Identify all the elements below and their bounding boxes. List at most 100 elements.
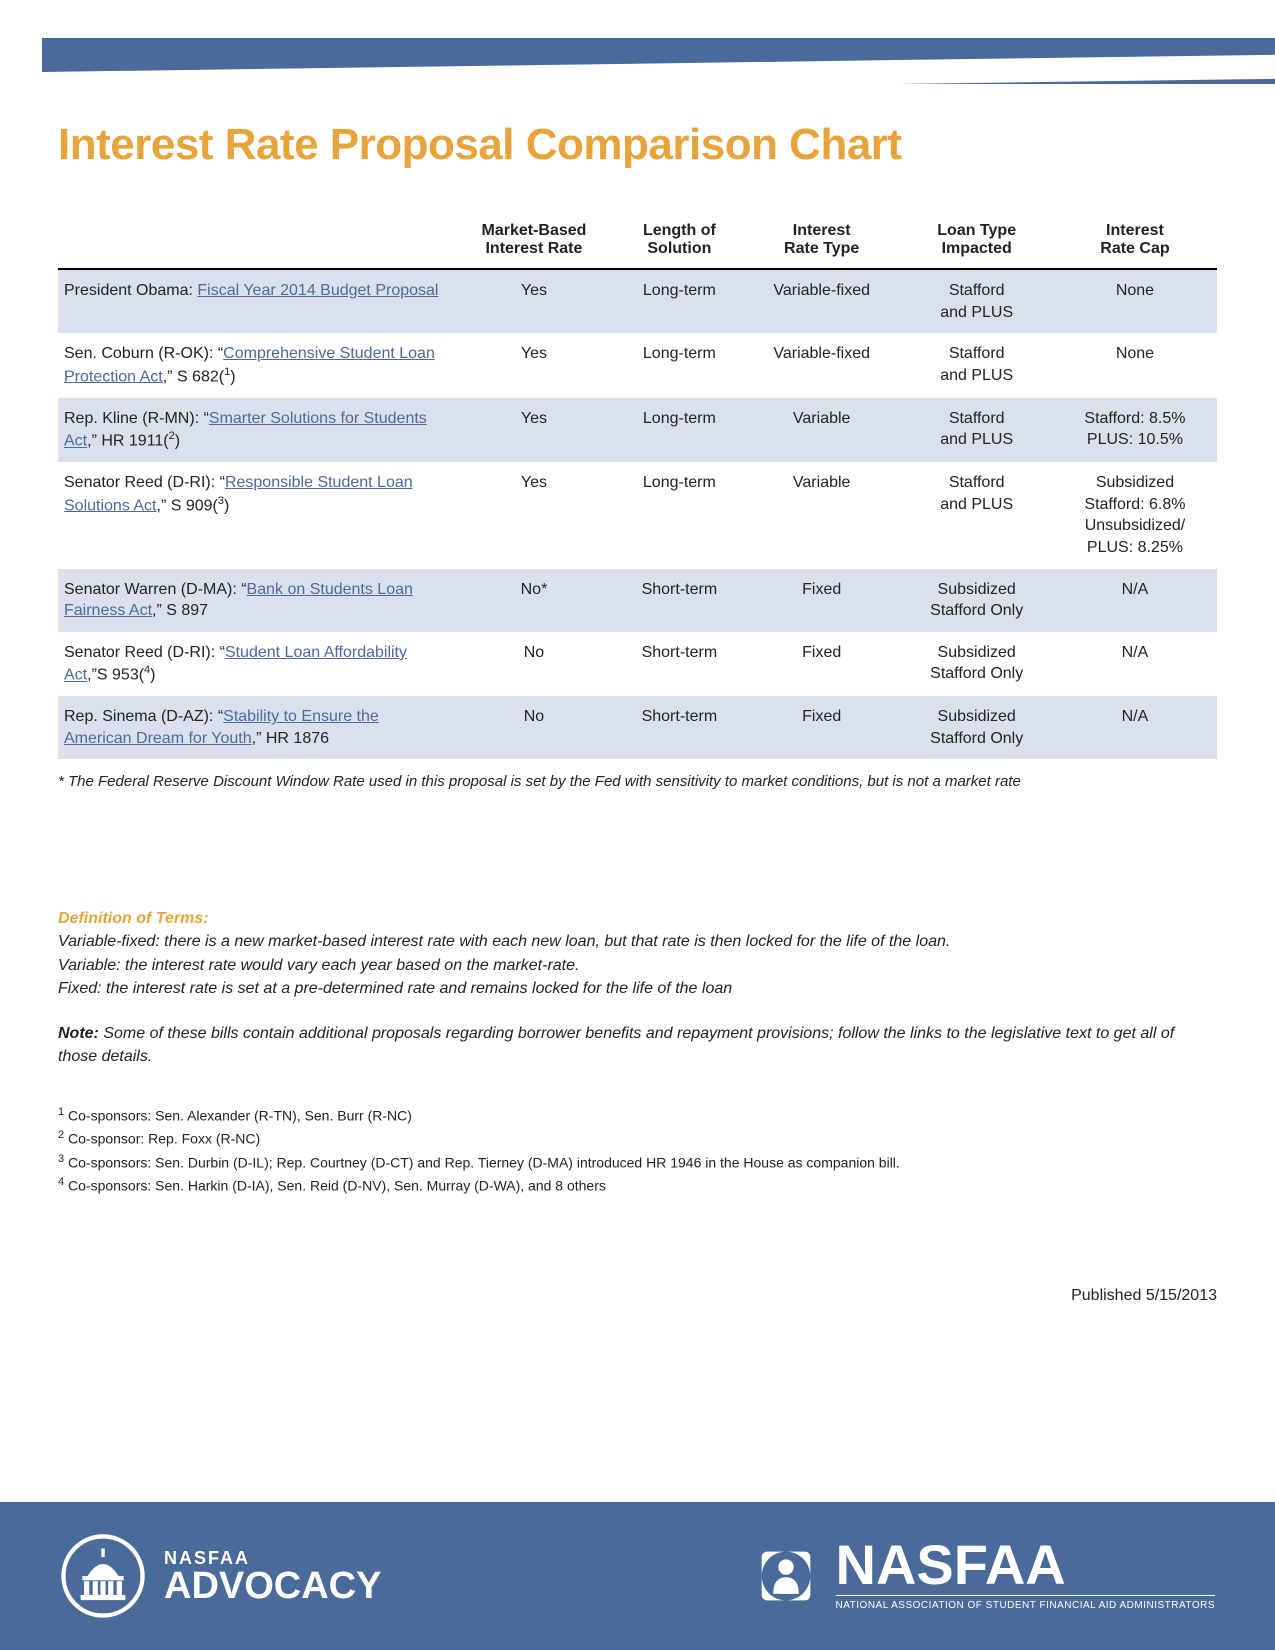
cell-proposal: Sen. Coburn (R-OK): “Comprehensive Stude… [58,333,452,398]
page-content: Interest Rate Proposal Comparison Chart … [58,120,1217,1305]
cell-loan-type: Staffordand PLUS [900,333,1052,398]
definitions-heading: Definition of Terms: [58,910,1217,928]
table-row: Senator Reed (D-RI): “Student Loan Affor… [58,632,1217,697]
cell-market: Yes [452,269,616,333]
cosponsor-3-text: Co-sponsors: Sen. Durbin (D-IL); Rep. Co… [68,1154,900,1170]
sponsor-prefix: Senator Warren (D-MA): “ [64,581,247,598]
cell-cap: None [1053,269,1217,333]
cell-loan-type: SubsidizedStafford Only [900,632,1052,697]
cell-length: Long-term [616,462,743,568]
cell-proposal: Senator Reed (D-RI): “Responsible Studen… [58,462,452,568]
table-body: President Obama: Fiscal Year 2014 Budget… [58,269,1217,759]
cell-loan-type: SubsidizedStafford Only [900,696,1052,759]
cosponsors-list: 1 Co-sponsors: Sen. Alexander (R-TN), Se… [58,1104,1217,1196]
col-loantype: Loan TypeImpacted [900,214,1052,269]
page-title: Interest Rate Proposal Comparison Chart [58,120,1217,170]
cell-rate-type: Variable-fixed [743,269,901,333]
col-market: Market-BasedInterest Rate [452,214,616,269]
footer-nasfaa-sub: NATIONAL ASSOCIATION OF STUDENT FINANCIA… [836,1595,1216,1611]
sponsor-prefix: Sen. Coburn (R-OK): “ [64,345,223,362]
sponsor-prefix: Senator Reed (D-RI): “ [64,474,225,491]
cell-proposal: Senator Reed (D-RI): “Student Loan Affor… [58,632,452,697]
capitol-icon [60,1533,146,1619]
col-cap: InterestRate Cap [1053,214,1217,269]
cell-rate-type: Variable [743,398,901,463]
footer-right: NASFAA NATIONAL ASSOCIATION OF STUDENT F… [754,1541,1216,1611]
def-variable-fixed: Variable-fixed: there is a new market-ba… [58,930,1217,953]
cell-cap: N/A [1053,569,1217,632]
header-band [42,38,1275,84]
cell-rate-type: Fixed [743,696,901,759]
cell-cap: N/A [1053,696,1217,759]
cell-rate-type: Fixed [743,569,901,632]
note-paragraph: Note: Some of these bills contain additi… [58,1022,1217,1068]
sponsor-prefix: Rep. Kline (R-MN): “ [64,410,209,427]
cell-loan-type: SubsidizedStafford Only [900,569,1052,632]
proposal-suffix2: ) [224,497,229,514]
cell-cap: Stafford: 8.5%PLUS: 10.5% [1053,398,1217,463]
comparison-table: Market-BasedInterest Rate Length ofSolut… [58,214,1217,759]
person-icon [754,1544,818,1608]
proposal-suffix: ,” S 682( [163,368,224,385]
cell-loan-type: Staffordand PLUS [900,462,1052,568]
cell-proposal: Rep. Kline (R-MN): “Smarter Solutions fo… [58,398,452,463]
cosponsor-4: 4 Co-sponsors: Sen. Harkin (D-IA), Sen. … [58,1174,1217,1197]
proposal-suffix2: ) [150,667,155,684]
proposal-link[interactable]: Fiscal Year 2014 Budget Proposal [197,282,438,299]
cell-market: No* [452,569,616,632]
cell-cap: SubsidizedStafford: 6.8%Unsubsidized/PLU… [1053,462,1217,568]
table-row: Sen. Coburn (R-OK): “Comprehensive Stude… [58,333,1217,398]
cell-length: Short-term [616,632,743,697]
table-row: President Obama: Fiscal Year 2014 Budget… [58,269,1217,333]
cell-rate-type: Variable-fixed [743,333,901,398]
note-text: Some of these bills contain additional p… [58,1025,1174,1065]
cosponsor-3: 3 Co-sponsors: Sen. Durbin (D-IL); Rep. … [58,1151,1217,1174]
footer-nasfaa-big: NASFAA [836,1541,1216,1589]
table-row: Senator Warren (D-MA): “Bank on Students… [58,569,1217,632]
footer-left: NASFAA ADVOCACY [60,1533,381,1619]
footer-brand-big: ADVOCACY [164,1569,381,1603]
cell-cap: None [1053,333,1217,398]
sponsor-prefix: Rep. Sinema (D-AZ): “ [64,708,223,725]
cosponsor-2-text: Co-sponsor: Rep. Foxx (R-NC) [68,1131,260,1147]
table-row: Senator Reed (D-RI): “Responsible Studen… [58,462,1217,568]
footer-band: NASFAA ADVOCACY NASFAA NATIONAL ASSOCIAT… [0,1502,1275,1650]
cell-length: Long-term [616,398,743,463]
proposal-suffix: ,”S 953( [87,667,144,684]
asterisk-footnote: * The Federal Reserve Discount Window Ra… [58,773,1217,790]
col-proposal [58,214,452,269]
cell-length: Long-term [616,269,743,333]
cell-market: Yes [452,333,616,398]
table-header: Market-BasedInterest Rate Length ofSolut… [58,214,1217,269]
cell-proposal: Rep. Sinema (D-AZ): “Stability to Ensure… [58,696,452,759]
cell-length: Short-term [616,569,743,632]
proposal-suffix: ,” HR 1876 [252,730,329,747]
cell-market: No [452,696,616,759]
cosponsor-1: 1 Co-sponsors: Sen. Alexander (R-TN), Se… [58,1104,1217,1127]
proposal-suffix: ,” HR 1911( [87,433,169,450]
cell-market: No [452,632,616,697]
col-ratetype: InterestRate Type [743,214,901,269]
table-row: Rep. Kline (R-MN): “Smarter Solutions fo… [58,398,1217,463]
cell-rate-type: Variable [743,462,901,568]
cosponsor-2: 2 Co-sponsor: Rep. Foxx (R-NC) [58,1127,1217,1150]
cell-length: Long-term [616,333,743,398]
cell-market: Yes [452,462,616,568]
proposal-suffix2: ) [175,433,180,450]
sponsor-prefix: President Obama: [64,282,197,299]
proposal-suffix: ,” S 897 [152,602,208,619]
sponsor-prefix: Senator Reed (D-RI): “ [64,644,225,661]
cell-market: Yes [452,398,616,463]
note-label: Note: [58,1025,99,1042]
cell-cap: N/A [1053,632,1217,697]
cell-proposal: President Obama: Fiscal Year 2014 Budget… [58,269,452,333]
proposal-suffix: ,” S 909( [157,497,218,514]
cell-proposal: Senator Warren (D-MA): “Bank on Students… [58,569,452,632]
cell-rate-type: Fixed [743,632,901,697]
published-date: Published 5/15/2013 [58,1287,1217,1305]
proposal-suffix2: ) [230,368,235,385]
col-length: Length ofSolution [616,214,743,269]
cell-loan-type: Staffordand PLUS [900,269,1052,333]
cell-loan-type: Staffordand PLUS [900,398,1052,463]
cosponsor-4-text: Co-sponsors: Sen. Harkin (D-IA), Sen. Re… [68,1177,606,1193]
